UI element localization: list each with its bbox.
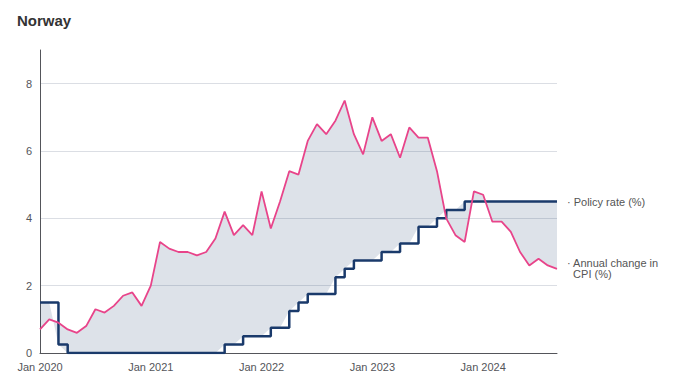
svg-text:2: 2 xyxy=(26,280,32,292)
svg-text:8: 8 xyxy=(26,78,32,90)
svg-text:Jan 2020: Jan 2020 xyxy=(17,361,62,373)
svg-text:0: 0 xyxy=(26,347,32,359)
svg-text:6: 6 xyxy=(26,145,32,157)
svg-text:Jan 2022: Jan 2022 xyxy=(239,361,284,373)
svg-text:4: 4 xyxy=(26,212,32,224)
svg-text:· Policy rate (%): · Policy rate (%) xyxy=(567,196,645,208)
svg-text:Jan 2021: Jan 2021 xyxy=(128,361,173,373)
svg-text:· Annual change in: · Annual change in xyxy=(567,257,659,270)
svg-text:Norway: Norway xyxy=(17,12,72,29)
svg-text:Jan 2024: Jan 2024 xyxy=(461,361,506,373)
svg-text:Jan 2023: Jan 2023 xyxy=(350,361,395,373)
svg-text:CPI (%): CPI (%) xyxy=(567,268,612,280)
